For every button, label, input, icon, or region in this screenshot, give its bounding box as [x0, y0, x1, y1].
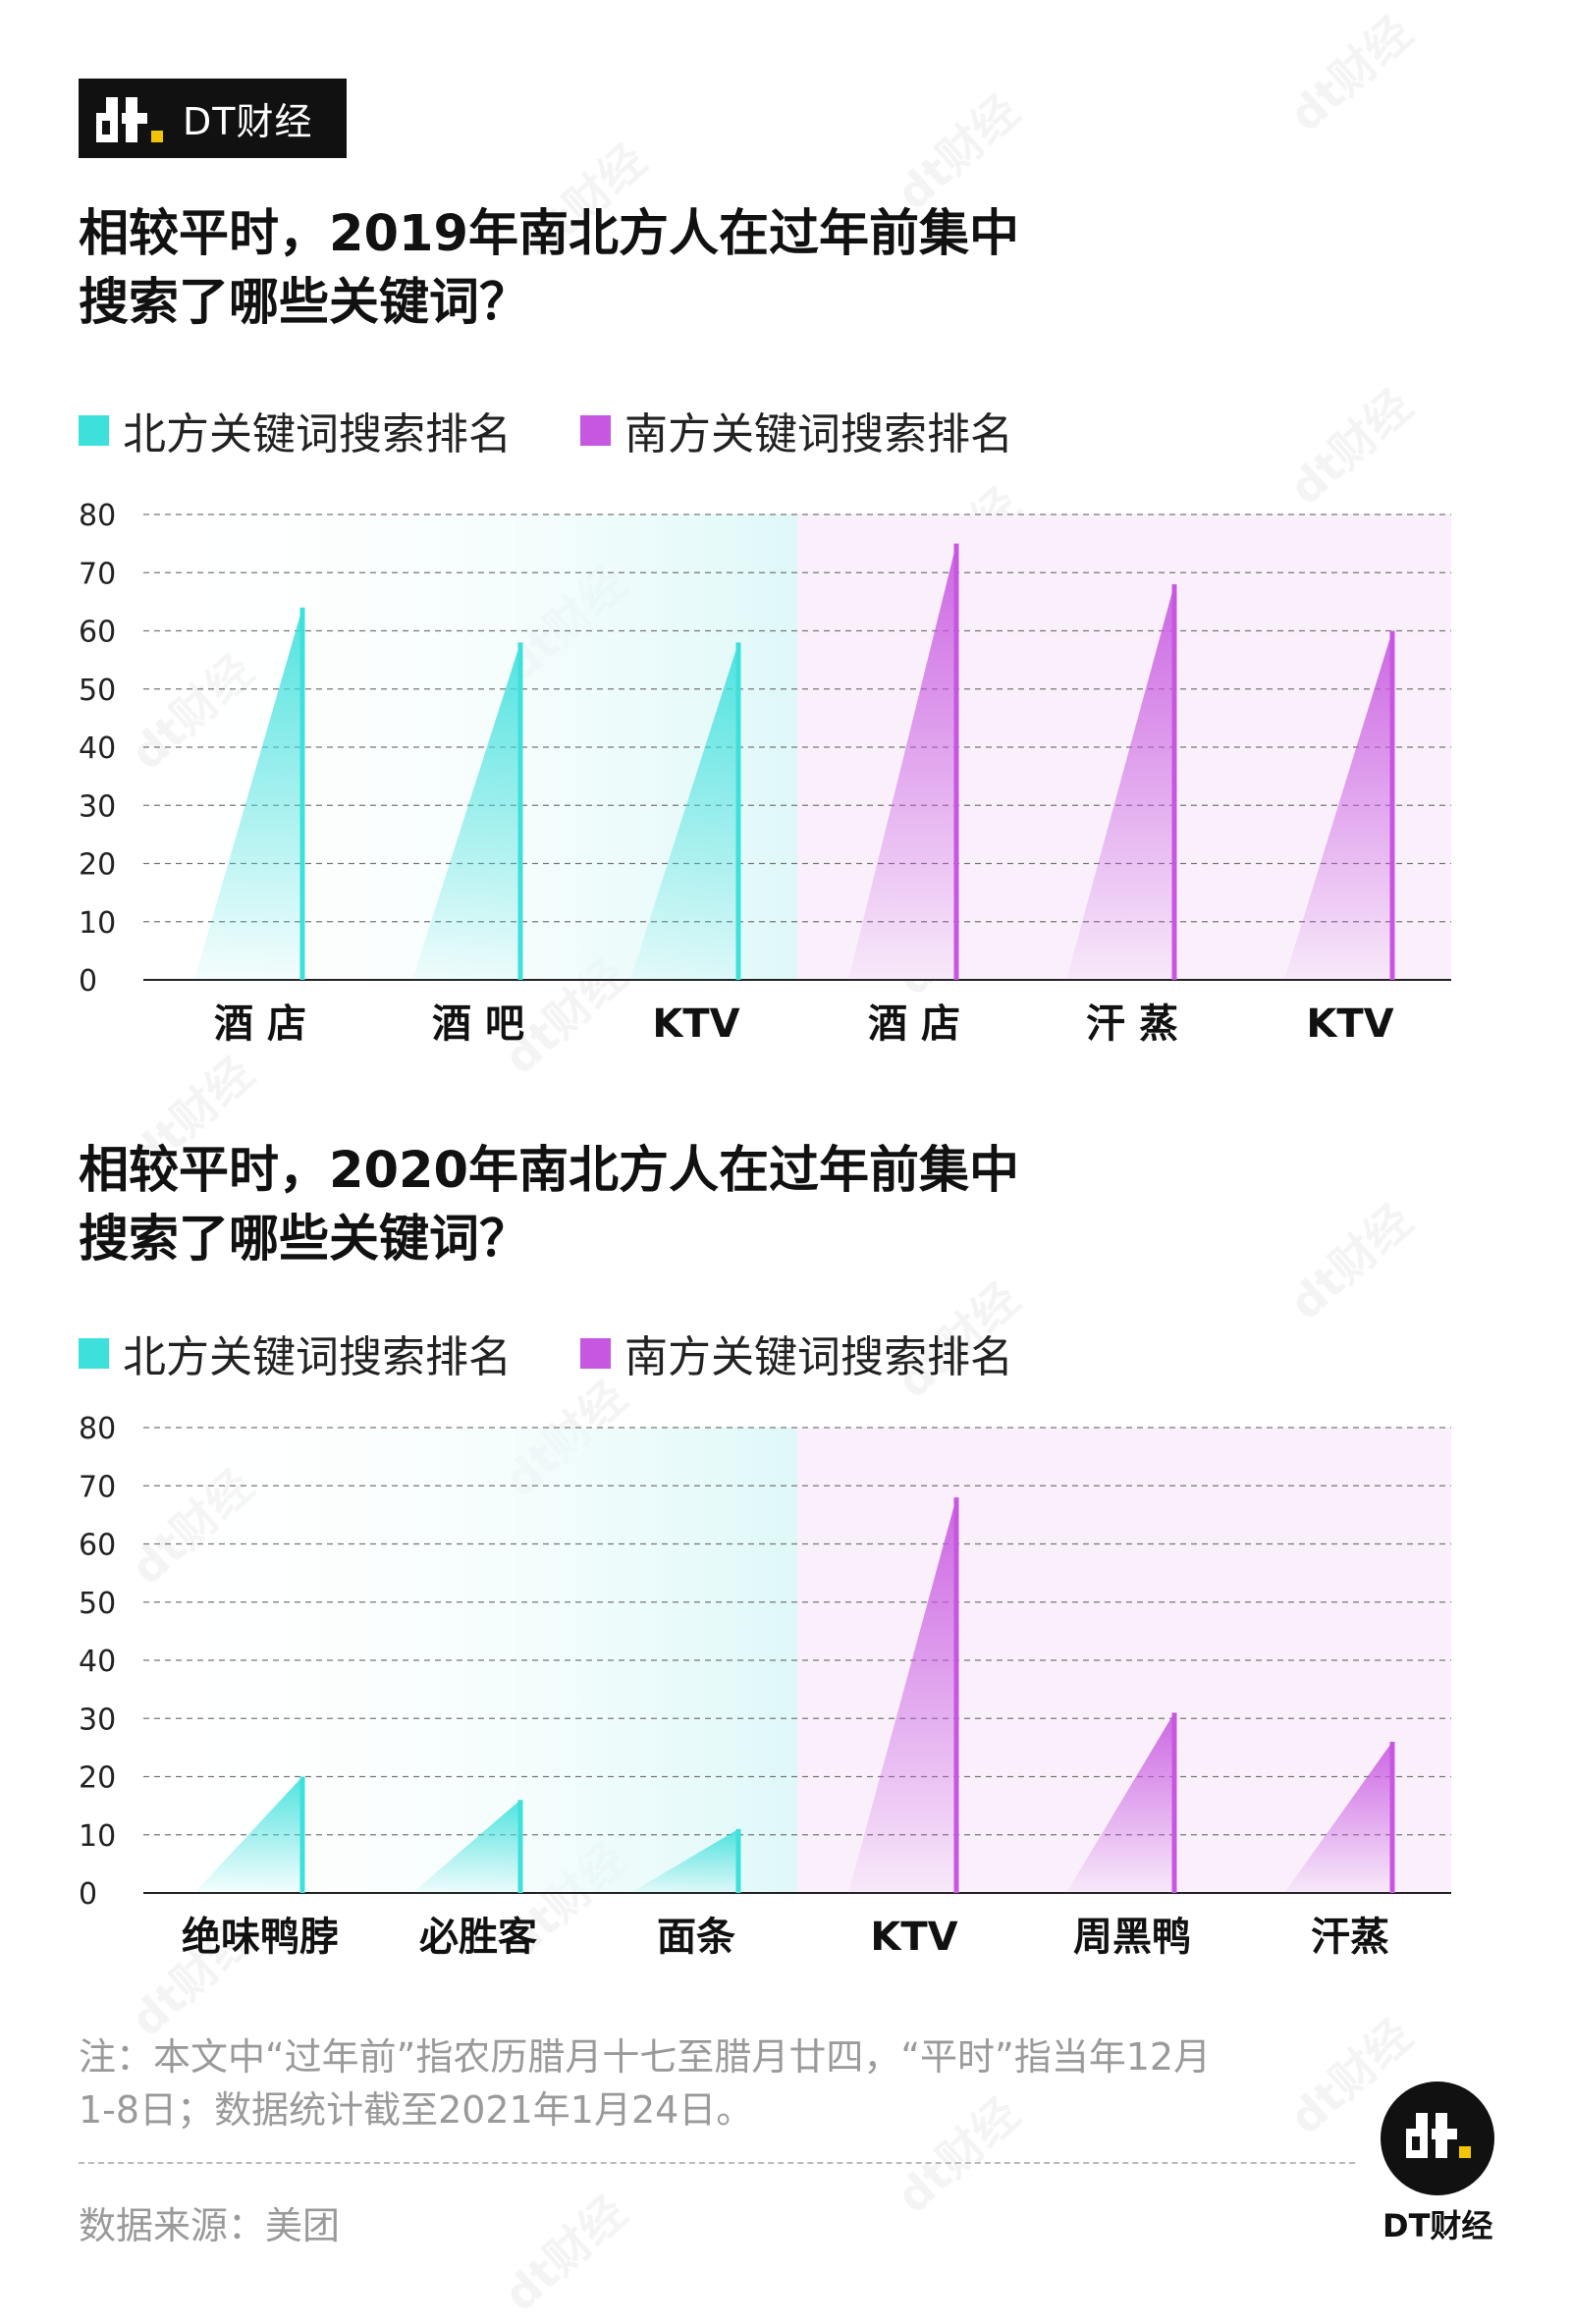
bar-fill-5 — [1284, 630, 1392, 980]
category-label-2: KTV — [652, 1001, 739, 1047]
y-tick-label: 40 — [79, 1645, 116, 1679]
legend-label-north: 北方关键词搜索排名 — [123, 1332, 512, 1382]
y-tick-label: 70 — [79, 1470, 116, 1504]
category-label-5: 汗蒸 — [1311, 1915, 1389, 1960]
bar-fill-2 — [630, 642, 738, 980]
category-label-0: 酒 店 — [214, 1001, 306, 1047]
y-tick-label: 0 — [79, 964, 97, 999]
footnote-line-1: 注：本文中“过年前”指农历腊月十七至腊月廿四，“平时”指当年12月 — [79, 2035, 1212, 2079]
footnote-line-2: 1-8日；数据统计截至2021年1月24日。 — [79, 2088, 754, 2132]
chart-1-plot: 0 10 20 30 40 50 60 70 80 酒 店 酒 吧 KTV 酒 店 汗 蒸 KTV — [79, 499, 1451, 1047]
y-tick-label: 30 — [79, 789, 116, 824]
chart-2-title-line-2: 搜索了哪些关键词？ — [79, 1211, 530, 1269]
category-label-4: 汗 蒸 — [1086, 1001, 1178, 1047]
chart-2-legend: 北方关键词搜索排名 南方关键词搜索排名 — [79, 1322, 1082, 1384]
chart-1-title: 相较平时，2019年南北方人在过年前集中 搜索了哪些关键词？ — [79, 200, 1019, 338]
y-tick-label: 70 — [79, 557, 116, 591]
y-tick-label: 80 — [79, 1412, 116, 1446]
bar-fill-4 — [1066, 584, 1174, 980]
y-tick-label: 0 — [79, 1877, 97, 1912]
chart-2-plot: 0 10 20 30 40 50 60 70 80 绝味鸭脖 必胜客 面条 KTV 周黑鸭 汗蒸 — [79, 1412, 1451, 1960]
y-tick-label: 40 — [79, 731, 116, 766]
brand-name: DT财经 — [183, 100, 313, 143]
legend-item-south: 南方关键词搜索排名 — [580, 399, 1013, 461]
chart-1-title-line-1: 相较平时，2019年南北方人在过年前集中 — [79, 205, 1019, 263]
dt-logo-icon — [1381, 2081, 1494, 2195]
legend-label-north: 北方关键词搜索排名 — [123, 409, 512, 459]
category-label-4: 周黑鸭 — [1073, 1915, 1191, 1960]
category-label-5: KTV — [1306, 1001, 1393, 1047]
y-tick-label: 30 — [79, 1702, 116, 1737]
chart-2-title: 相较平时，2020年南北方人在过年前集中 搜索了哪些关键词？ — [79, 1137, 1019, 1274]
bar-fill-1 — [412, 1800, 520, 1893]
y-tick-label: 20 — [79, 848, 116, 883]
legend-item-north: 北方关键词搜索排名 — [79, 1322, 512, 1384]
y-tick-label: 50 — [79, 1587, 116, 1621]
footnote: 注：本文中“过年前”指农历腊月十七至腊月廿四，“平时”指当年12月 1-8日；数… — [79, 2030, 1375, 2136]
category-label-1: 酒 吧 — [432, 1001, 524, 1047]
category-label-2: 面条 — [657, 1915, 735, 1960]
y-tick-label: 20 — [79, 1761, 116, 1796]
chart-1-legend: 北方关键词搜索排名 南方关键词搜索排名 — [79, 399, 1082, 461]
y-tick-label: 60 — [79, 1529, 116, 1563]
legend-swatch-north — [79, 414, 109, 446]
bar-fill-1 — [412, 642, 520, 980]
watermark-text: dt财经 — [1274, 0, 1424, 144]
brand-badge: DT财经 — [79, 79, 347, 158]
divider — [79, 2162, 1355, 2164]
watermark-text: dt财经 — [488, 2179, 638, 2323]
bar-fill-5 — [1284, 1741, 1392, 1893]
bar-fill-3 — [848, 543, 956, 980]
legend-swatch-south — [580, 1337, 611, 1369]
y-tick-label: 10 — [79, 906, 116, 941]
bar-fill-0 — [194, 1776, 302, 1893]
footer-brand-name: DT财经 — [1382, 2207, 1493, 2244]
watermark-text: dt财经 — [1274, 1187, 1424, 1331]
legend-label-south: 南方关键词搜索排名 — [624, 1332, 1013, 1382]
category-label-3: KTV — [870, 1915, 957, 1960]
category-label-0: 绝味鸭脖 — [182, 1915, 339, 1960]
legend-label-south: 南方关键词搜索排名 — [624, 409, 1013, 459]
bar-fill-3 — [848, 1497, 956, 1893]
dt-logo-icon — [96, 95, 165, 142]
legend-swatch-south — [580, 414, 611, 446]
data-source: 数据来源：美团 — [79, 2204, 341, 2247]
legend-item-north: 北方关键词搜索排名 — [79, 399, 512, 461]
category-label-1: 必胜客 — [419, 1915, 537, 1960]
chart-2-title-line-1: 相较平时，2020年南北方人在过年前集中 — [79, 1142, 1019, 1200]
legend-swatch-north — [79, 1337, 109, 1369]
legend-item-south: 南方关键词搜索排名 — [580, 1322, 1013, 1384]
y-tick-label: 60 — [79, 616, 116, 650]
category-label-3: 酒 店 — [868, 1001, 960, 1047]
y-tick-label: 10 — [79, 1819, 116, 1854]
bar-fill-4 — [1066, 1712, 1174, 1893]
y-tick-label: 50 — [79, 674, 116, 708]
bar-fill-2 — [630, 1828, 738, 1893]
y-tick-label: 80 — [79, 499, 116, 533]
bar-fill-0 — [194, 607, 302, 980]
chart-1-title-line-2: 搜索了哪些关键词？ — [79, 274, 530, 332]
